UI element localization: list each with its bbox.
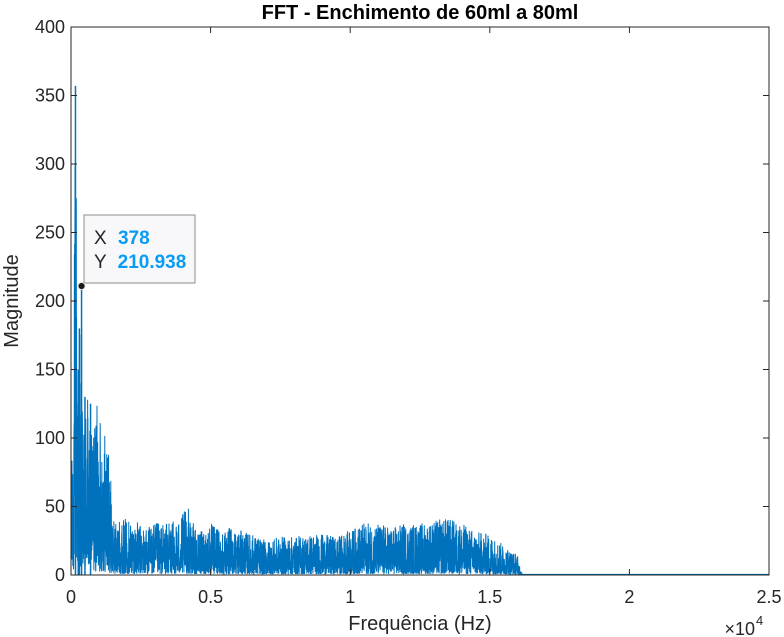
y-tick-label: 400 [35,17,65,37]
x-axis-exponent: ×10 4 [724,613,763,637]
y-ticks: 0 50 100 150 200 250 300 350 400 [35,17,769,585]
fft-line [71,165,769,575]
y-tick-label: 300 [35,154,65,174]
x-tick-label: 1 [345,587,355,607]
y-tick-label: 100 [35,428,65,448]
datatip-marker[interactable] [77,282,86,290]
y-axis-label: Magnitude [1,254,23,347]
y-tick-label: 250 [35,223,65,243]
x-tick-label: 2 [624,587,634,607]
datatip-y-label: Y [94,252,107,273]
y-tick-label: 50 [45,497,65,517]
plot-area[interactable] [71,27,769,575]
x-exponent-power: 4 [756,613,763,628]
fft-series [71,85,769,575]
x-axis-label: Frequência (Hz) [348,613,491,635]
datatip-x-value: 378 [118,228,150,249]
x-ticks: 0 0.5 1 1.5 2 2.5 [66,27,782,607]
datatip-box[interactable] [83,214,196,284]
y-tick-label: 350 [35,86,65,106]
x-tick-label: 2.5 [756,587,781,607]
x-tick-label: 1.5 [477,587,502,607]
x-tick-label: 0 [66,587,76,607]
y-tick-label: 0 [55,565,65,585]
x-tick-label: 0.5 [198,587,223,607]
x-exponent-base: ×10 [724,619,755,637]
datatip-y-line: Y 210.938 [94,252,186,273]
datatip[interactable]: X 378 Y 210.938 [77,214,196,290]
y-tick-label: 200 [35,291,65,311]
datatip-x-line: X 378 [94,228,150,249]
y-tick-label: 150 [35,360,65,380]
datatip-x-label: X [94,228,107,249]
chart-title: FFT - Enchimento de 60ml a 80ml [262,2,579,24]
datatip-y-value: 210.938 [118,252,187,273]
